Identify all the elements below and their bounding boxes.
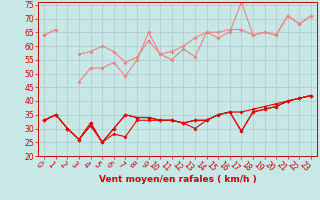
- X-axis label: Vent moyen/en rafales ( km/h ): Vent moyen/en rafales ( km/h ): [99, 175, 256, 184]
